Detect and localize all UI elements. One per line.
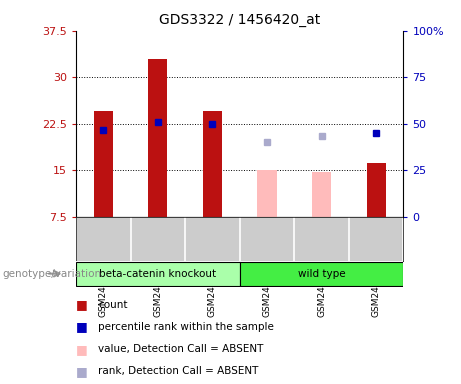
Bar — [312, 172, 331, 217]
Text: percentile rank within the sample: percentile rank within the sample — [98, 322, 274, 332]
Text: ■: ■ — [76, 320, 88, 333]
Bar — [366, 163, 386, 217]
Text: ■: ■ — [76, 298, 88, 311]
Bar — [94, 111, 113, 217]
Text: ■: ■ — [76, 343, 88, 356]
Text: value, Detection Call = ABSENT: value, Detection Call = ABSENT — [98, 344, 264, 354]
Bar — [203, 111, 222, 217]
Text: wild type: wild type — [298, 269, 345, 279]
Text: genotype/variation: genotype/variation — [2, 269, 101, 279]
Bar — [148, 59, 167, 217]
Text: count: count — [98, 300, 128, 310]
Title: GDS3322 / 1456420_at: GDS3322 / 1456420_at — [159, 13, 320, 27]
Bar — [240, 262, 403, 286]
Text: rank, Detection Call = ABSENT: rank, Detection Call = ABSENT — [98, 366, 259, 376]
Text: ■: ■ — [76, 365, 88, 378]
Text: beta-catenin knockout: beta-catenin knockout — [99, 269, 217, 279]
Bar — [76, 262, 240, 286]
Bar — [257, 170, 277, 217]
